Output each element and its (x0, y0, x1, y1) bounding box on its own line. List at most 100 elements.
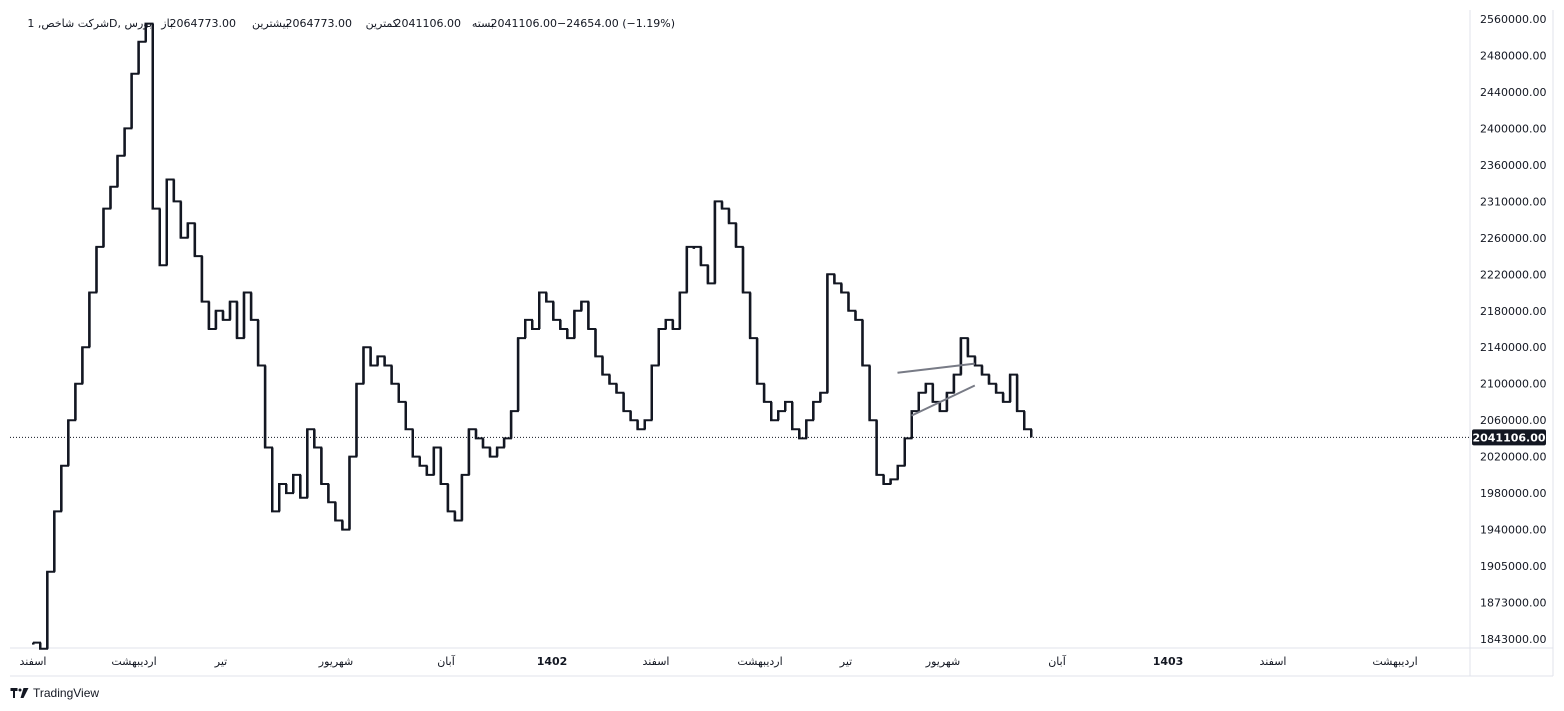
y-tick-label: 2140000.00 (1480, 341, 1546, 354)
price-bar (798, 429, 801, 439)
price-bar (425, 465, 429, 475)
price-bar (172, 179, 176, 202)
price-bar (439, 447, 443, 484)
ohlc-legend: −24654.00 (−1.19%) 2041106.00 بسته 20411… (27, 17, 675, 30)
x-tick-label: تیر (839, 655, 852, 668)
price-bar (488, 447, 492, 457)
price-bar (1008, 374, 1012, 402)
y-tick-label: 1843000.00 (1480, 633, 1546, 646)
x-tick-label: اسفند (1260, 655, 1287, 668)
trendline[interactable] (911, 384, 976, 417)
price-bar (706, 265, 710, 284)
price-bar (249, 292, 253, 320)
price-bar (854, 310, 857, 320)
price-bar (271, 447, 274, 512)
price-bar (1015, 374, 1019, 412)
price-bar (791, 401, 794, 430)
price-bar (334, 502, 337, 521)
price-bar (727, 208, 731, 224)
price-bar (81, 347, 84, 384)
price-bar (531, 319, 534, 329)
price-bar (390, 365, 393, 384)
price-bar (221, 310, 225, 320)
y-tick-label: 1940000.00 (1480, 524, 1546, 537)
price-bar (320, 447, 323, 484)
time-axis[interactable]: اسفند اردیبهشت تیر شهریور آبان 1402 اسفند اردیب… (20, 654, 1418, 668)
price-bar (263, 365, 267, 448)
trendlines[interactable] (897, 362, 976, 417)
price-bar (784, 401, 787, 411)
price-bar (770, 401, 773, 421)
x-tick-label: اسفند (20, 655, 47, 668)
legend-close-label: بسته (472, 17, 494, 30)
price-bar (931, 383, 935, 402)
price-bar (826, 274, 829, 393)
x-tick-label: 1402 (537, 655, 568, 668)
price-bar (207, 301, 211, 329)
price-bar (313, 429, 316, 448)
price-bar (720, 201, 724, 209)
price-bar (467, 429, 471, 475)
price-bar (179, 201, 183, 238)
price-bar (945, 392, 949, 411)
price-bar (228, 301, 232, 320)
legend-high-value: 2064773.00 (286, 17, 352, 30)
price-bar (762, 383, 766, 402)
y-tick-label: 2260000.00 (1480, 232, 1546, 245)
price-bar (74, 383, 77, 421)
price-bar (973, 356, 977, 366)
price-bar (235, 301, 239, 339)
price-bar (355, 383, 358, 457)
y-tick-label: 2360000.00 (1480, 159, 1546, 172)
plot-area[interactable] (32, 22, 1033, 650)
last-price-badge: 2041106.00 (1472, 429, 1546, 446)
price-bar (671, 319, 675, 329)
tradingview-logo[interactable]: TradingView (10, 685, 99, 701)
price-bar (446, 484, 450, 512)
price-bar (699, 246, 703, 266)
price-bar (952, 374, 956, 393)
legend-high-label: بیشترین (252, 17, 289, 30)
legend-low-label: کمترین (366, 17, 399, 30)
price-bar (805, 420, 808, 439)
price-bar (130, 73, 133, 129)
price-bar (186, 223, 190, 238)
brand-name: TradingView (33, 686, 100, 700)
y-tick-label: 1873000.00 (1480, 597, 1546, 610)
trendline[interactable] (897, 362, 975, 374)
price-bar (481, 438, 485, 448)
price-bar (896, 465, 899, 480)
price-bar (383, 356, 386, 366)
price-bar (158, 208, 161, 266)
price-bar (369, 347, 372, 366)
price-bar (137, 41, 140, 74)
price-series (33, 22, 1032, 650)
price-bar (685, 246, 689, 293)
price-bar (587, 301, 590, 329)
price-bar (741, 246, 745, 293)
price-bar (348, 456, 351, 530)
price-bar (1001, 392, 1005, 402)
price-bar (292, 474, 295, 494)
legend-low-value: 2041106.00 (395, 17, 461, 30)
price-bar (819, 392, 822, 402)
price-bar (285, 484, 288, 494)
legend-close-value: 2041106.00 (491, 17, 557, 30)
price-bar (88, 292, 91, 348)
price-bar (151, 23, 154, 209)
price-bar (256, 319, 260, 366)
price-bar (524, 319, 527, 339)
price-bar (938, 401, 942, 411)
price-bar (53, 511, 56, 572)
price-bar (123, 128, 126, 156)
price-bar (608, 374, 611, 384)
price-bar (460, 474, 464, 521)
legend-open-label: باز (160, 17, 173, 30)
price-bar (39, 642, 42, 649)
price-bar (573, 310, 576, 339)
price-bar (60, 465, 63, 512)
y-tick-label: 2220000.00 (1480, 268, 1546, 281)
price-axis[interactable]: 1843000.00 1873000.00 1905000.00 1940000.00… (1480, 13, 1546, 646)
price-bar (903, 438, 906, 466)
